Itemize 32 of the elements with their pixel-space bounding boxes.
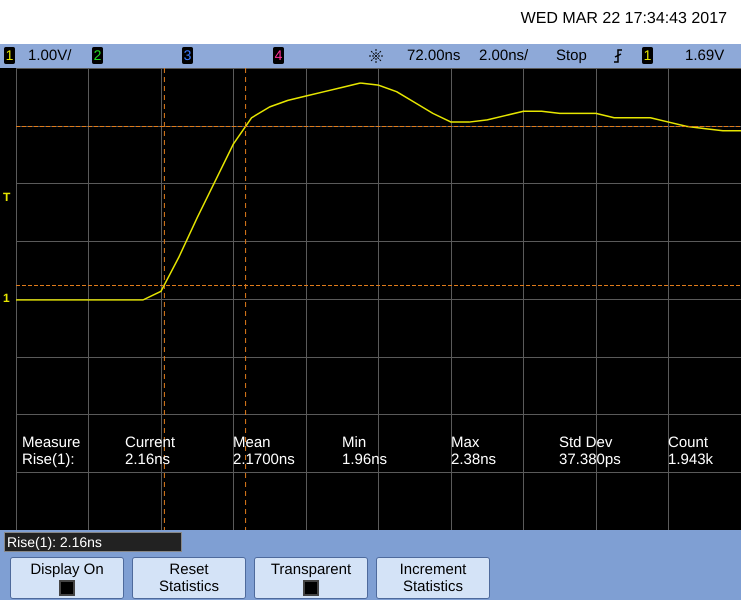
- text: 2.16ns: [125, 451, 172, 468]
- text: Std Dev: [559, 434, 614, 451]
- text: Increment Statistics: [398, 561, 468, 595]
- text: Transparent: [270, 560, 352, 578]
- text: 1.69V: [685, 47, 724, 64]
- text: Stop: [556, 47, 587, 64]
- text: 1.943k: [668, 451, 714, 468]
- text: Measure: [22, 434, 80, 451]
- text: T: [3, 190, 10, 204]
- text: 1.00V/: [28, 47, 72, 64]
- text: 1.96ns: [342, 451, 388, 468]
- text: Rise(1): 2.16ns: [4, 532, 182, 552]
- text: Min: [342, 434, 368, 451]
- text: 2.38ns: [451, 451, 496, 468]
- text: Mean: [233, 434, 272, 451]
- text: Reset Statistics: [158, 561, 220, 595]
- text: Display On: [29, 560, 105, 578]
- text: 37.380ps: [559, 451, 621, 468]
- text: 3: [182, 47, 193, 64]
- text: 2.1700ns: [233, 451, 295, 468]
- text: WED MAR 22 17:34:43 2017: [520, 10, 727, 28]
- text: Count: [668, 434, 710, 451]
- text: 72.00ns: [407, 47, 460, 64]
- text: Rise(1):: [22, 451, 76, 468]
- text: 1: [3, 291, 10, 305]
- text: 2: [92, 47, 103, 64]
- text: 1: [642, 47, 653, 64]
- text: 4: [273, 47, 284, 64]
- text: 1: [4, 47, 15, 64]
- text: Current: [125, 434, 176, 451]
- text: 2.00ns/: [479, 47, 528, 64]
- text: Max: [451, 434, 480, 451]
